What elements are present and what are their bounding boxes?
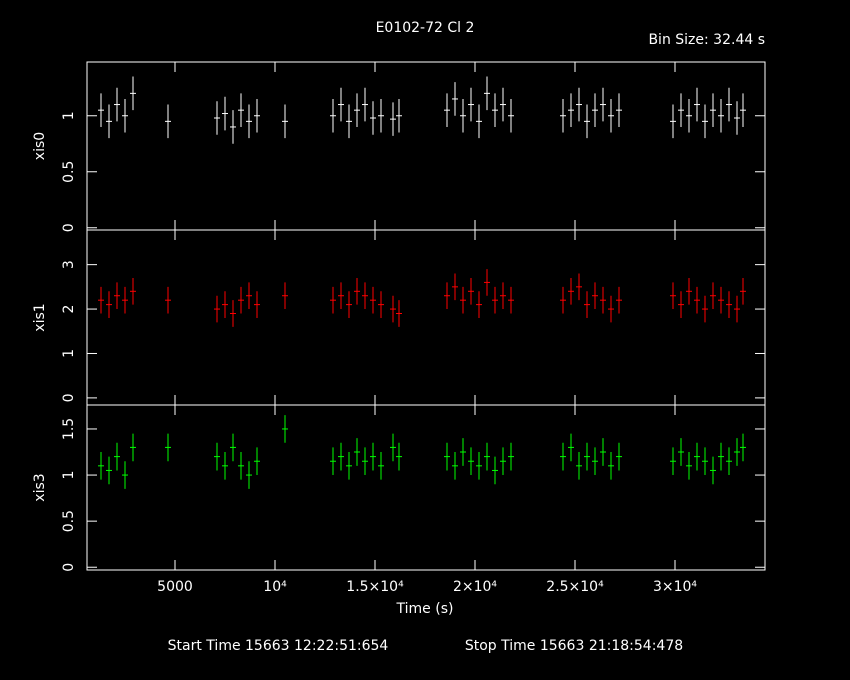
- start-time: Start Time 15663 12:22:51:654: [168, 638, 389, 654]
- x-tick-label: 3×10⁴: [653, 579, 697, 595]
- x-tick-label: 2×10⁴: [453, 579, 497, 595]
- y-tick-label: 0: [61, 223, 77, 232]
- stop-time: Stop Time 15663 21:18:54:478: [465, 638, 683, 654]
- y-tick-label: 1: [61, 349, 77, 358]
- y-axis-label: xis0: [32, 132, 48, 160]
- chart-title: E0102-72 Cl 2: [376, 20, 475, 36]
- x-tick-label: 2.5×10⁴: [546, 579, 604, 595]
- x-tick-label: 10⁴: [263, 579, 287, 595]
- x-tick-label: 1.5×10⁴: [346, 579, 404, 595]
- y-tick-label: 1.5: [61, 418, 77, 440]
- y-axis-label: xis3: [32, 473, 48, 501]
- y-tick-label: 1: [61, 471, 77, 480]
- x-tick-label: 5000: [157, 579, 193, 595]
- y-tick-label: 1: [61, 111, 77, 120]
- bin-size: Bin Size: 32.44 s: [648, 32, 765, 48]
- y-tick-label: 0: [61, 563, 77, 572]
- y-tick-label: 0: [61, 393, 77, 402]
- x-axis-label: Time (s): [396, 601, 454, 617]
- y-axis-label: xis1: [32, 303, 48, 331]
- panel-frame: [86, 404, 766, 571]
- y-tick-label: 3: [61, 260, 77, 269]
- y-tick-label: 0.5: [61, 161, 77, 183]
- y-tick-label: 0.5: [61, 510, 77, 532]
- y-tick-label: 2: [61, 305, 77, 314]
